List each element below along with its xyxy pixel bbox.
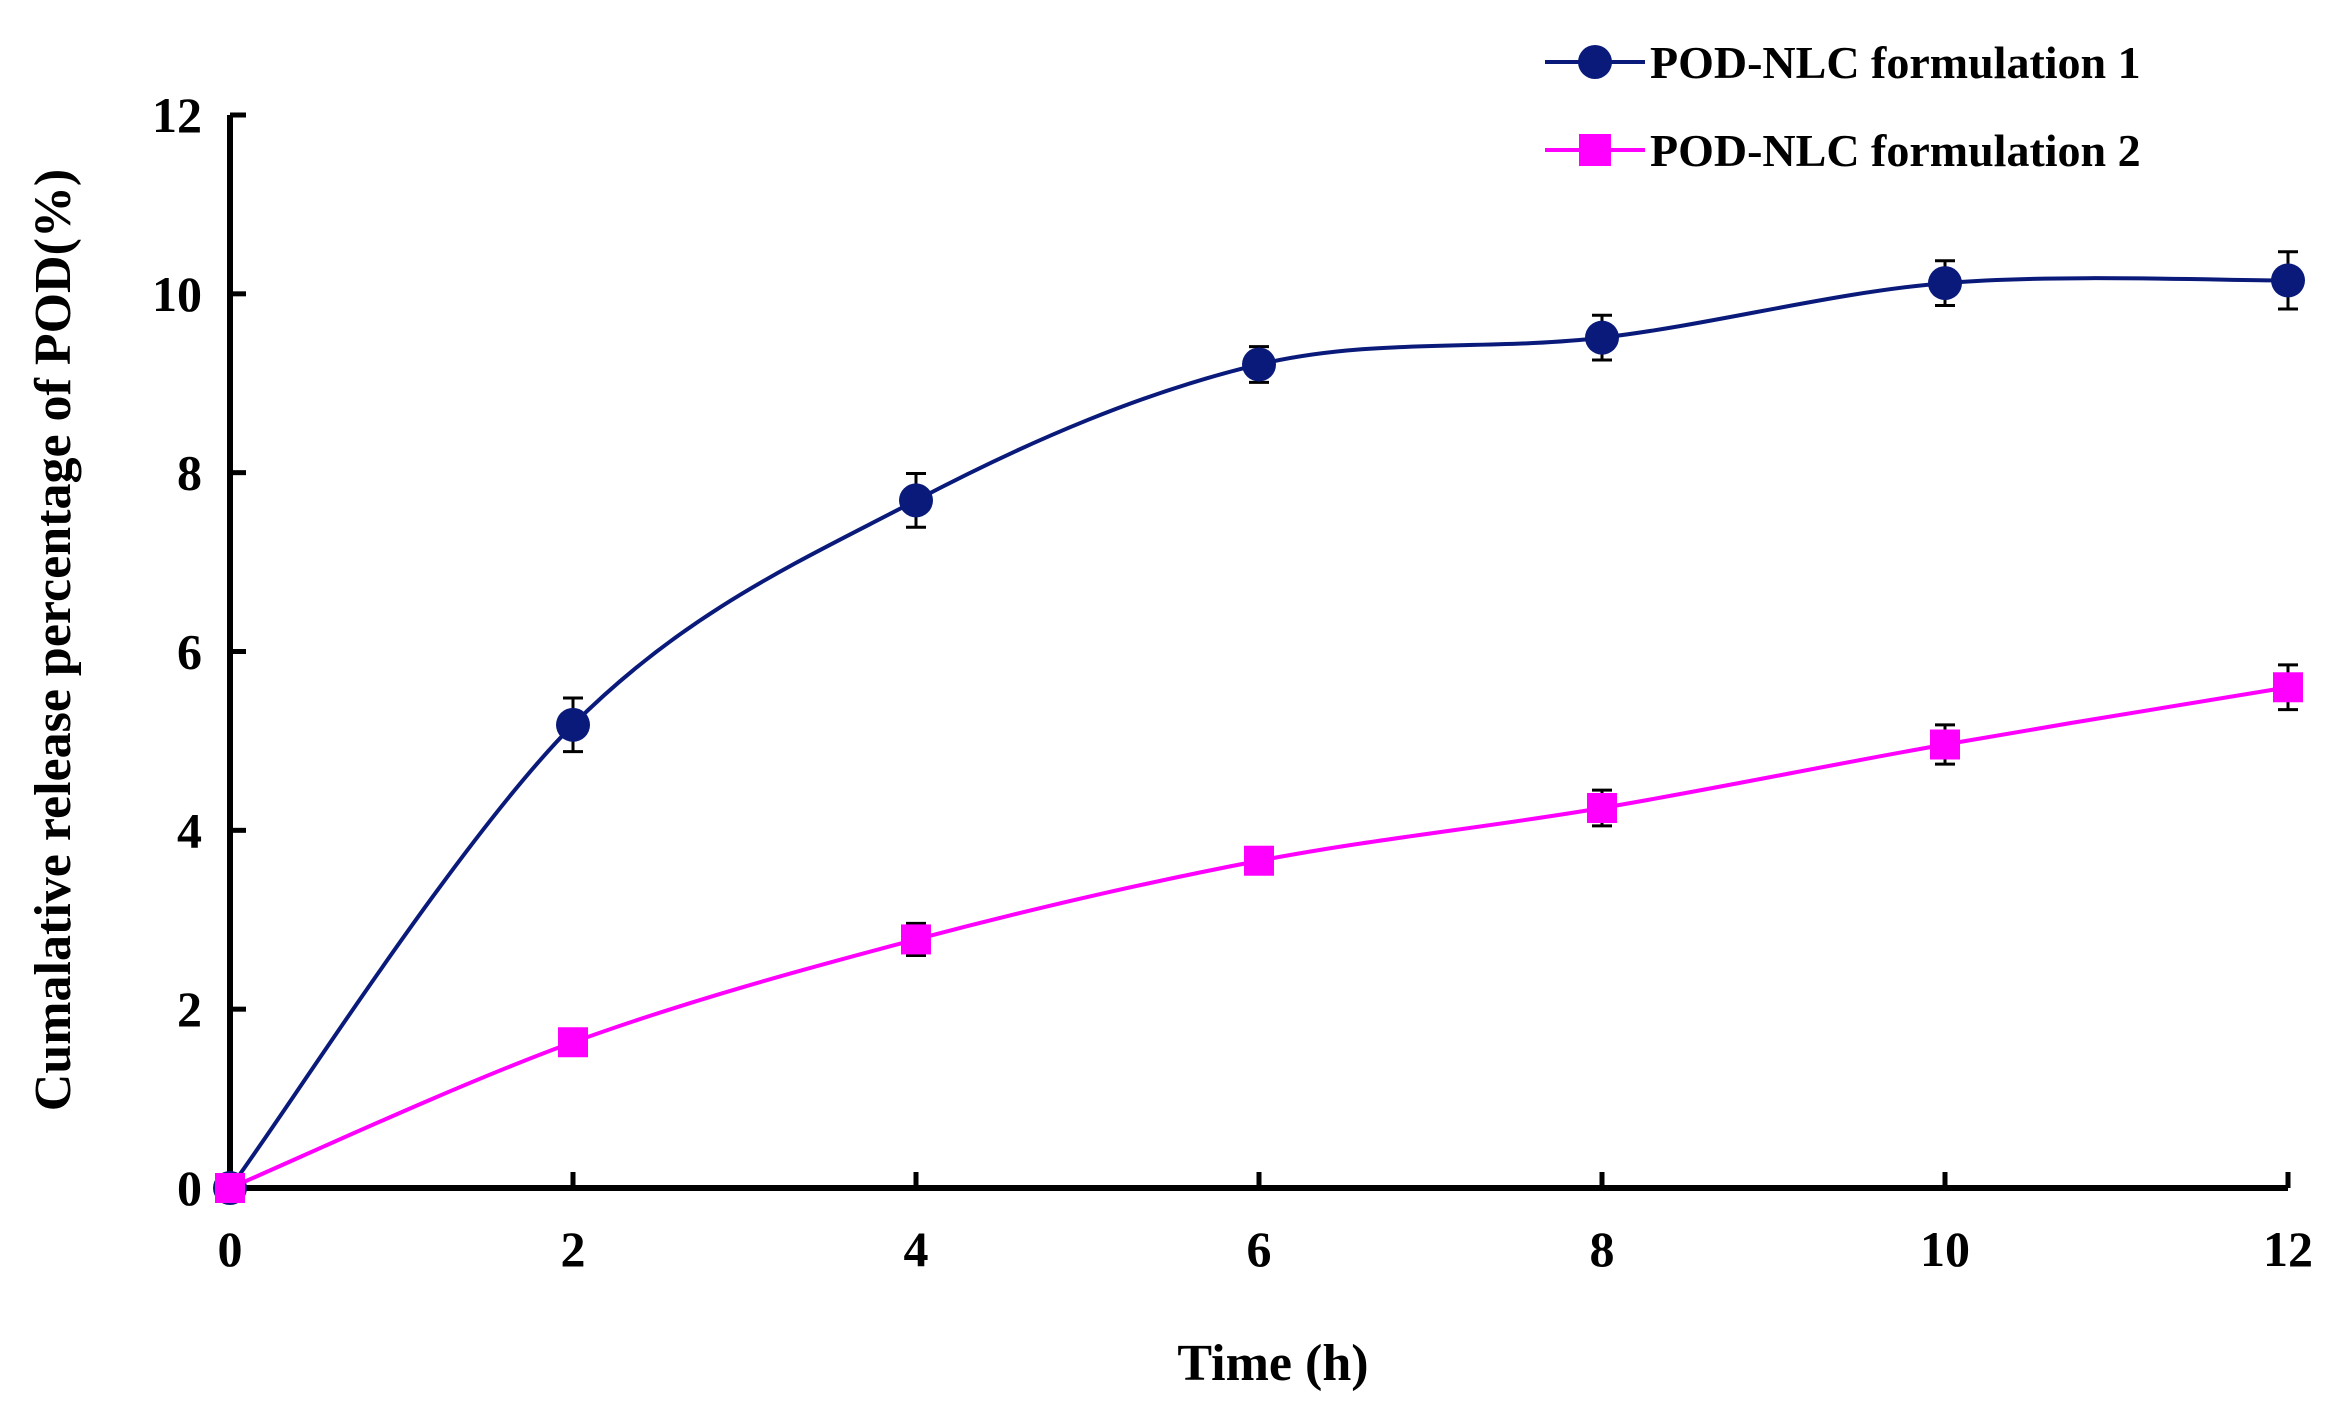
- y-tick-label: 4: [177, 802, 202, 858]
- data-point: [556, 707, 590, 742]
- x-axis-title: Time (h): [1177, 1335, 1368, 1392]
- x-tick-label: 4: [904, 1221, 929, 1277]
- x-tick-label: 12: [2263, 1221, 2313, 1277]
- x-tick-label: 10: [1920, 1221, 1970, 1277]
- y-ticks: 0 2 4 6 8 10 12: [152, 87, 246, 1216]
- x-tick-label: 6: [1247, 1221, 1272, 1277]
- data-point: [901, 924, 931, 955]
- y-tick-label: 8: [177, 445, 202, 501]
- y-tick-label: 10: [152, 266, 202, 322]
- legend-label-1: POD-NLC formulation 1: [1650, 37, 2141, 88]
- x-tick-label: 8: [1590, 1221, 1615, 1277]
- x-tick-label: 2: [561, 1221, 586, 1277]
- data-point: [215, 1173, 245, 1203]
- legend: POD-NLC formulation 1 POD-NLC formulatio…: [1545, 37, 2141, 176]
- legend-marker-2: [1579, 134, 1611, 166]
- series-2: [215, 663, 2303, 1203]
- y-tick-label: 2: [177, 981, 202, 1037]
- legend-marker-1: [1578, 45, 1612, 79]
- x-ticks: 0 2 4 6 8 10 12: [218, 1172, 2313, 1277]
- y-tick-label: 6: [177, 624, 202, 680]
- legend-item-1: POD-NLC formulation 1: [1545, 37, 2141, 88]
- x-tick-label: 0: [218, 1221, 243, 1277]
- series-1: [213, 250, 2305, 1205]
- legend-item-2: POD-NLC formulation 2: [1545, 125, 2141, 176]
- data-point: [899, 483, 933, 518]
- series-line: [228, 276, 2289, 1190]
- data-point: [2273, 672, 2303, 703]
- axes: [227, 115, 2288, 1191]
- data-point: [1587, 792, 1617, 823]
- y-tick-label: 12: [152, 87, 202, 143]
- data-point: [1928, 266, 1962, 301]
- data-point: [1242, 347, 1276, 382]
- data-point: [1244, 845, 1274, 876]
- data-point: [2271, 263, 2305, 298]
- series-layer: [213, 250, 2305, 1205]
- legend-label-2: POD-NLC formulation 2: [1650, 125, 2141, 176]
- data-point: [1930, 729, 1960, 760]
- y-tick-label: 0: [177, 1160, 202, 1216]
- y-axis-title: Cumalative release percentage of POD(%): [25, 169, 82, 1111]
- data-point: [1585, 320, 1619, 355]
- data-point: [558, 1027, 588, 1058]
